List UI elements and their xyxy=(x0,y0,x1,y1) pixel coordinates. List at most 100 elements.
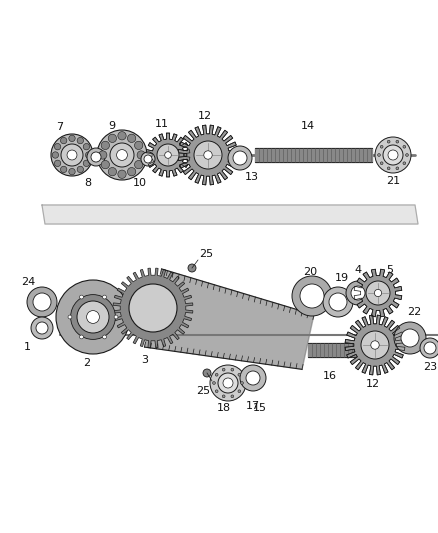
Circle shape xyxy=(33,293,51,311)
Circle shape xyxy=(366,281,390,305)
Circle shape xyxy=(83,160,90,166)
Circle shape xyxy=(127,167,136,176)
Polygon shape xyxy=(354,269,402,317)
Text: 11: 11 xyxy=(155,119,169,129)
Circle shape xyxy=(424,342,436,354)
Circle shape xyxy=(380,146,383,148)
Circle shape xyxy=(108,167,117,176)
Circle shape xyxy=(52,152,59,158)
Circle shape xyxy=(77,301,109,333)
Circle shape xyxy=(215,374,218,376)
Polygon shape xyxy=(255,148,372,162)
Circle shape xyxy=(141,152,155,166)
Circle shape xyxy=(238,374,241,376)
Circle shape xyxy=(87,148,105,166)
Circle shape xyxy=(401,329,419,347)
Circle shape xyxy=(68,315,72,319)
Text: 5: 5 xyxy=(386,265,393,275)
Text: 9: 9 xyxy=(109,121,116,131)
Circle shape xyxy=(137,151,145,159)
Text: 18: 18 xyxy=(217,403,231,413)
Circle shape xyxy=(394,322,426,354)
Circle shape xyxy=(351,286,365,300)
Circle shape xyxy=(215,390,218,393)
Circle shape xyxy=(118,170,126,179)
Circle shape xyxy=(374,289,381,296)
Circle shape xyxy=(67,150,77,160)
Text: 14: 14 xyxy=(301,121,315,131)
Circle shape xyxy=(101,141,110,150)
Circle shape xyxy=(388,150,398,160)
Circle shape xyxy=(91,152,101,162)
Circle shape xyxy=(403,162,406,165)
Polygon shape xyxy=(146,133,190,177)
Circle shape xyxy=(387,140,390,143)
Text: 12: 12 xyxy=(366,379,380,389)
Circle shape xyxy=(117,150,127,160)
Circle shape xyxy=(144,155,152,163)
Circle shape xyxy=(246,371,260,385)
Circle shape xyxy=(97,130,147,180)
Circle shape xyxy=(114,315,118,319)
Circle shape xyxy=(69,168,75,175)
Circle shape xyxy=(231,395,234,398)
Text: 17: 17 xyxy=(246,401,260,411)
Circle shape xyxy=(36,322,48,334)
Circle shape xyxy=(240,365,266,391)
Circle shape xyxy=(329,293,347,311)
Circle shape xyxy=(346,281,370,305)
Circle shape xyxy=(118,132,126,140)
Circle shape xyxy=(99,151,107,159)
Circle shape xyxy=(127,134,136,142)
Text: 3: 3 xyxy=(141,355,148,365)
Circle shape xyxy=(27,287,57,317)
Circle shape xyxy=(361,331,389,359)
Circle shape xyxy=(238,390,241,393)
Text: 12: 12 xyxy=(198,111,212,121)
Circle shape xyxy=(71,295,115,340)
Circle shape xyxy=(80,295,83,299)
Circle shape xyxy=(380,162,383,165)
Text: 8: 8 xyxy=(85,178,92,188)
Text: 21: 21 xyxy=(386,176,400,186)
Circle shape xyxy=(194,141,222,169)
Polygon shape xyxy=(345,315,405,375)
Circle shape xyxy=(223,395,225,398)
Text: 16: 16 xyxy=(323,371,337,381)
Text: 25: 25 xyxy=(196,386,210,396)
Circle shape xyxy=(56,280,130,354)
Polygon shape xyxy=(113,268,193,348)
Circle shape xyxy=(371,341,379,349)
Circle shape xyxy=(83,143,90,150)
Circle shape xyxy=(406,154,408,156)
Circle shape xyxy=(387,167,390,169)
Circle shape xyxy=(228,146,252,170)
Circle shape xyxy=(223,368,225,371)
Text: 2: 2 xyxy=(83,358,91,368)
Circle shape xyxy=(233,151,247,165)
Circle shape xyxy=(188,264,196,272)
Text: 24: 24 xyxy=(21,277,35,287)
Circle shape xyxy=(87,311,99,324)
Circle shape xyxy=(396,167,399,169)
Text: 22: 22 xyxy=(407,307,421,317)
Circle shape xyxy=(223,378,233,388)
Circle shape xyxy=(204,151,212,159)
Circle shape xyxy=(102,335,106,339)
Circle shape xyxy=(134,160,143,169)
Circle shape xyxy=(203,369,211,377)
Circle shape xyxy=(383,145,403,165)
Circle shape xyxy=(80,335,83,339)
Circle shape xyxy=(134,141,143,150)
Circle shape xyxy=(165,152,171,158)
Circle shape xyxy=(108,134,117,142)
Text: 25: 25 xyxy=(199,249,213,259)
Circle shape xyxy=(60,138,67,144)
Polygon shape xyxy=(178,125,238,185)
Circle shape xyxy=(54,160,61,166)
Circle shape xyxy=(61,144,83,166)
Circle shape xyxy=(292,276,332,316)
Text: 23: 23 xyxy=(423,362,437,372)
Text: 13: 13 xyxy=(245,172,259,182)
Circle shape xyxy=(69,135,75,142)
